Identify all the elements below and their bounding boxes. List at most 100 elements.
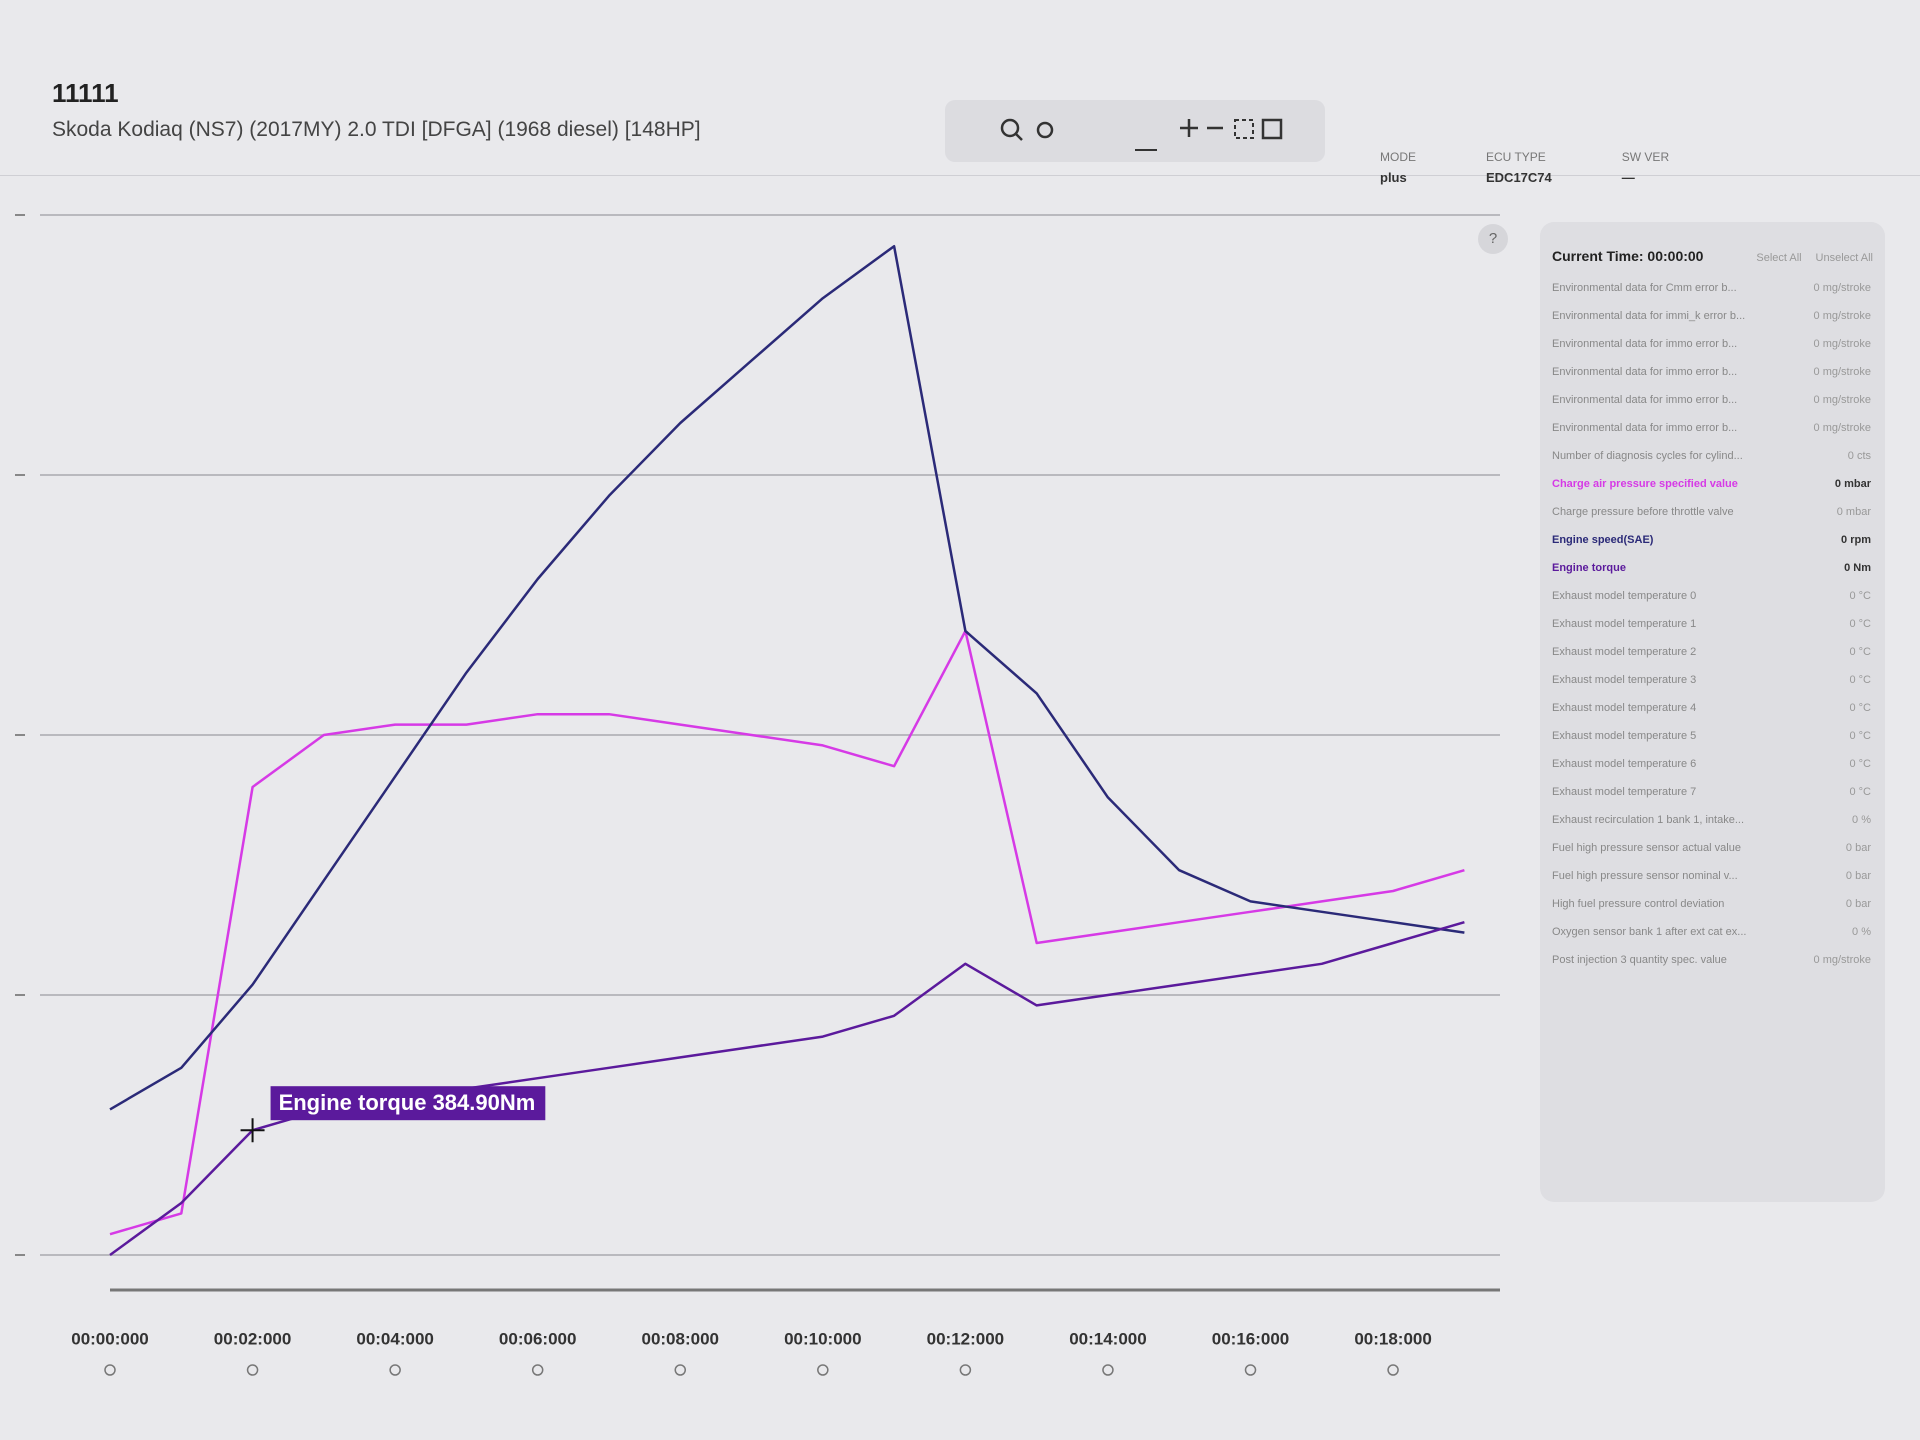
channel-item[interactable]: Environmental data for immi_k error b...… — [1540, 302, 1885, 330]
x-tick-marker — [531, 1364, 544, 1376]
channel-item[interactable]: Oxygen sensor bank 1 after ext cat ex...… — [1540, 918, 1885, 946]
channel-item[interactable]: Environmental data for immo error b... 0 … — [1540, 330, 1885, 358]
channel-name: Exhaust model temperature 5 — [1552, 730, 1697, 742]
field-label: MODE — [1380, 150, 1416, 164]
field-label: SW VER — [1621, 150, 1670, 164]
channel-name: Number of diagnosis cycles for cylind... — [1552, 450, 1743, 462]
select-icon[interactable] — [1261, 118, 1283, 140]
search-handle — [1015, 133, 1023, 141]
channel-name: Fuel high pressure sensor nominal v... — [1552, 870, 1738, 882]
x-tick-label: 00:10:000 — [784, 1329, 862, 1348]
channel-item[interactable]: Environmental data for immo error b... 0 … — [1540, 358, 1885, 386]
channel-value: 0 mg/stroke — [1813, 282, 1871, 294]
channel-item[interactable]: Environmental data for immo error b... 0 … — [1540, 386, 1885, 414]
channel-item[interactable]: Exhaust recirculation 1 bank 1, intake..… — [1540, 806, 1885, 834]
x-tick-marker — [1102, 1364, 1114, 1376]
channel-value: 0 °C — [1849, 618, 1871, 630]
channel-item[interactable]: Fuel high pressure sensor nominal v... 0 … — [1540, 862, 1885, 890]
field-value: plus — [1380, 170, 1407, 185]
channel-item[interactable]: Charge pressure before throttle valve 0 m… — [1540, 498, 1885, 526]
channel-name: Environmental data for immo error b... — [1552, 338, 1738, 350]
log-title: 11111 — [52, 78, 119, 108]
channel-item[interactable]: Exhaust model temperature 4 0 °C — [1540, 694, 1885, 722]
channel-item[interactable]: Engine torque 0 Nm — [1540, 554, 1885, 582]
legend-entry: Engine torque — [1552, 562, 1626, 574]
channel-value: 0 °C — [1849, 730, 1871, 742]
search-icon[interactable] — [1000, 118, 1020, 138]
channel-item[interactable]: High fuel pressure control deviation 0 ba… — [1540, 890, 1885, 918]
channel-item[interactable]: Exhaust model temperature 7 0 °C — [1540, 778, 1885, 806]
channel-item[interactable]: Charge air pressure specified value 0 mba… — [1540, 470, 1885, 498]
info-field: SW VER — — [1622, 150, 1669, 185]
cursor — [240, 1118, 265, 1143]
series-line — [109, 244, 1465, 1111]
x-tick-marker — [1387, 1364, 1399, 1376]
info-field: ECU TYPE EDC17C74 — [1486, 150, 1552, 185]
channel-name: Environmental data for immi_k error b... — [1552, 310, 1746, 322]
tooltip: Engine torque 384.90Nm — [279, 1090, 536, 1115]
channel-value: 0 °C — [1849, 702, 1871, 714]
channel-name: Charge pressure before throttle valve — [1552, 506, 1734, 518]
x-tick-label: 00:04:000 — [356, 1329, 434, 1348]
channel-panel: Current Time: 00:00:00 Select All Unsele… — [1540, 222, 1885, 1202]
channel-item[interactable]: Fuel high pressure sensor actual value 0 … — [1540, 834, 1885, 862]
x-tick-marker — [1244, 1364, 1257, 1376]
zoom-in-icon[interactable] — [1180, 119, 1198, 137]
x-tick-marker — [959, 1364, 972, 1376]
channel-name: Exhaust model temperature 7 — [1552, 786, 1697, 798]
channel-value: 0 % — [1852, 814, 1871, 826]
channel-value: 0 rpm — [1841, 534, 1871, 546]
x-tick-marker — [817, 1364, 829, 1376]
channel-item[interactable]: Environmental data for Cmm error b... 0 m… — [1540, 274, 1885, 302]
x-tick-marker — [246, 1364, 259, 1376]
channel-value: 0 Nm — [1844, 562, 1871, 574]
channel-item[interactable]: Exhaust model temperature 2 0 °C — [1540, 638, 1885, 666]
field-value: EDC17C74 — [1486, 170, 1552, 185]
channel-item[interactable]: Exhaust model temperature 3 0 °C — [1540, 666, 1885, 694]
channel-value: 0 mg/stroke — [1813, 366, 1871, 378]
panel-header: Current Time: 00:00:00 Select All Unsele… — [1540, 222, 1885, 274]
channel-value: 0 bar — [1845, 842, 1871, 854]
field-value: — — [1621, 170, 1635, 185]
channel-item[interactable]: Engine speed(SAE) 0 rpm — [1540, 526, 1885, 554]
channel-value: 0 mg/stroke — [1813, 310, 1871, 322]
legend-entry: Charge air pressure specified value — [1552, 478, 1738, 490]
channel-item[interactable]: Exhaust model temperature 1 0 °C — [1540, 610, 1885, 638]
channel-item[interactable]: Post injection 3 quantity spec. value 0 m… — [1540, 946, 1885, 974]
fit-icon[interactable] — [1234, 119, 1254, 139]
channel-item[interactable]: Exhaust model temperature 5 0 °C — [1540, 722, 1885, 750]
channel-value: 0 mg/stroke — [1813, 954, 1871, 966]
channel-name: Exhaust recirculation 1 bank 1, intake..… — [1552, 814, 1744, 826]
toolbar — [945, 100, 1325, 162]
channel-name: Exhaust model temperature 4 — [1552, 702, 1697, 714]
channel-name: Exhaust model temperature 6 — [1552, 758, 1697, 770]
vehicle-name: Skoda Kodiaq (NS7) (2017MY) 2.0 TDI [DFG… — [52, 118, 701, 141]
legend-entry: Engine speed(SAE) — [1552, 534, 1654, 546]
unselect-all[interactable]: Unselect All — [1815, 252, 1873, 264]
pan-icon[interactable] — [1036, 121, 1054, 139]
toolbar-icons — [1000, 118, 1283, 151]
channel-item[interactable]: Exhaust model temperature 0 0 °C — [1540, 582, 1885, 610]
select-all[interactable]: Select All — [1756, 252, 1802, 264]
channel-item[interactable]: Exhaust model temperature 6 0 °C — [1540, 750, 1885, 778]
channel-value: 0 °C — [1849, 674, 1871, 686]
channel-name: Oxygen sensor bank 1 after ext cat ex... — [1552, 926, 1747, 938]
channel-name: Environmental data for immo error b... — [1552, 422, 1738, 434]
x-tick-label: 00:08:000 — [641, 1329, 719, 1348]
x-tick-label: 00:14:000 — [1069, 1329, 1147, 1348]
channel-name: High fuel pressure control deviation — [1552, 898, 1725, 910]
channel-name: Environmental data for immo error b... — [1552, 394, 1738, 406]
channel-value: 0 mg/stroke — [1813, 422, 1871, 434]
channel-name: Exhaust model temperature 0 — [1552, 590, 1697, 602]
channel-item[interactable]: Number of diagnosis cycles for cylind...… — [1540, 442, 1885, 470]
channel-value: 0 °C — [1849, 590, 1871, 602]
channel-name: Environmental data for immo error b... — [1552, 366, 1738, 378]
help-button[interactable]: ? — [1478, 224, 1508, 254]
header: 11111 Skoda Kodiaq (NS7) (2017MY) 2.0 TD… — [0, 0, 1920, 185]
channel-item[interactable]: Environmental data for immo error b... 0 … — [1540, 414, 1885, 442]
chart: 00:00:000 00:02:000 00:04:000 00:06:000 00:0… — [15, 214, 1500, 1376]
channel-value: 0 °C — [1849, 758, 1871, 770]
info-field: MODE plus — [1380, 150, 1416, 185]
channel-name: Environmental data for Cmm error b... — [1552, 282, 1737, 294]
